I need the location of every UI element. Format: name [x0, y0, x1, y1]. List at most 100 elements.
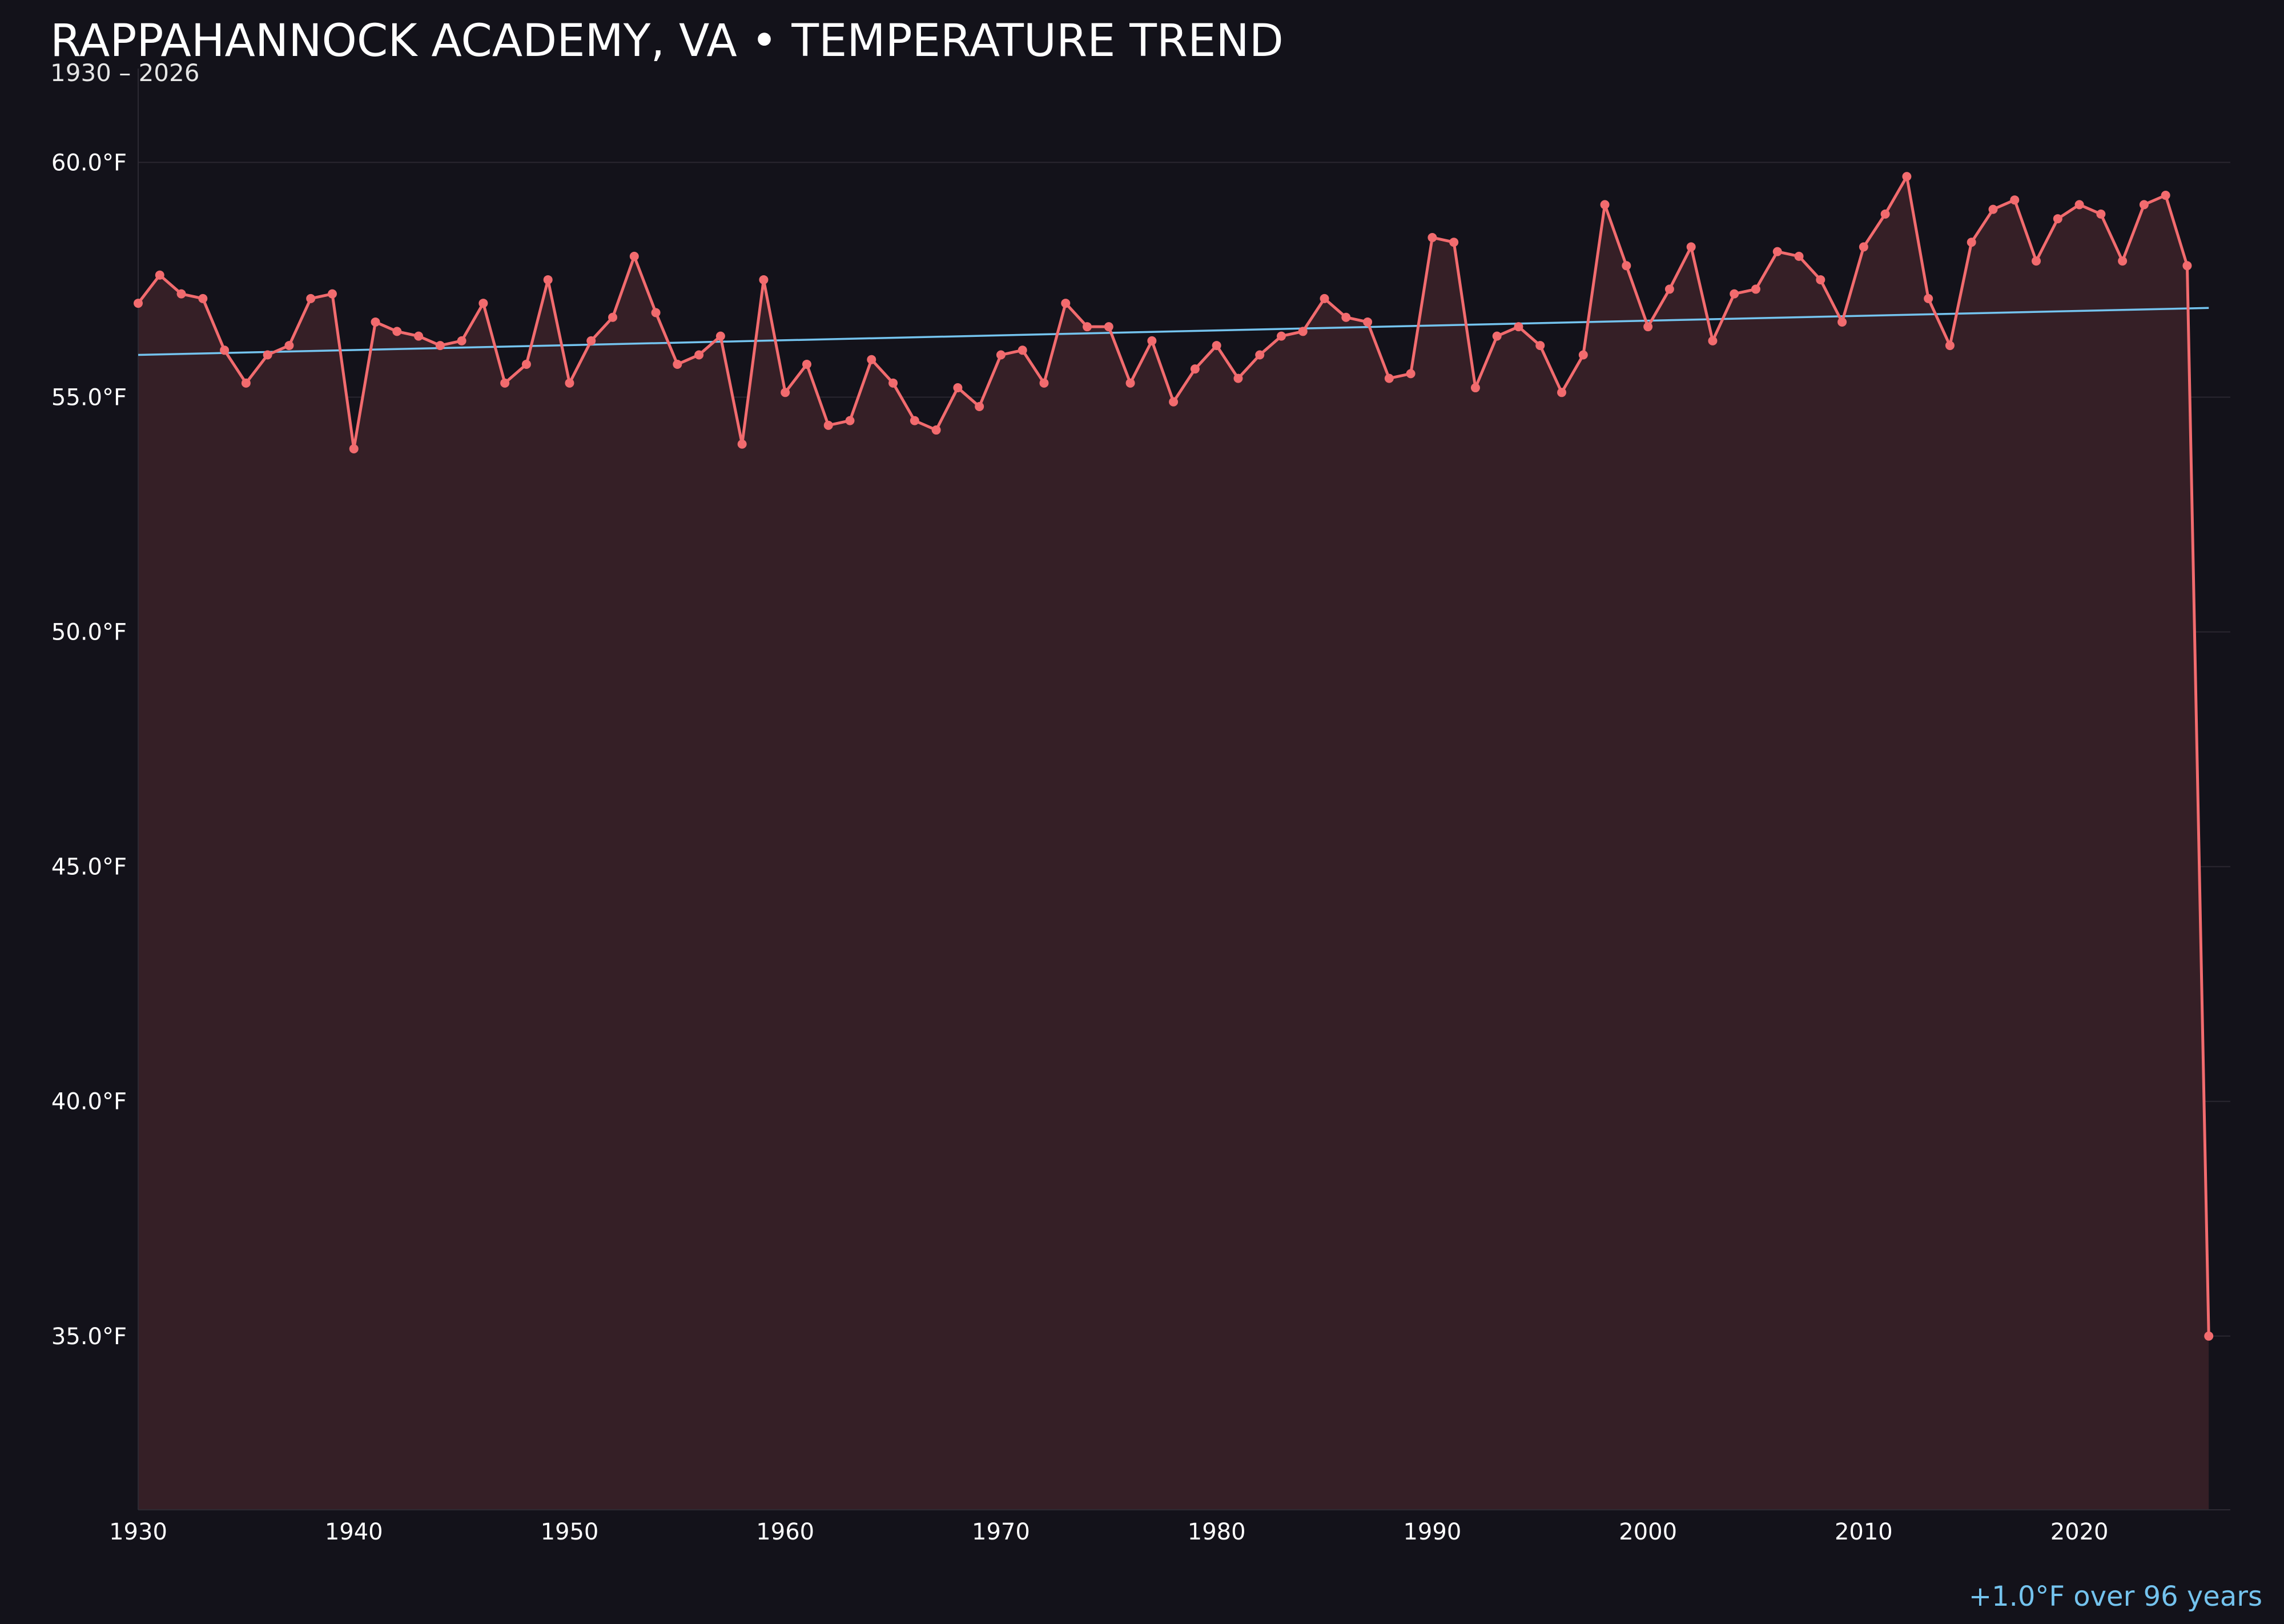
data-point-1931	[155, 270, 164, 280]
data-point-1973	[1061, 299, 1071, 308]
x-tick-label-2000: 2000	[1619, 1519, 1677, 1545]
data-point-1969	[975, 401, 984, 411]
data-point-2008	[1816, 275, 1825, 284]
data-point-1967	[931, 425, 941, 435]
data-point-2006	[1772, 247, 1782, 256]
data-point-2014	[1945, 341, 1955, 351]
data-point-2017	[2010, 195, 2020, 205]
x-tick-label-1960: 1960	[756, 1519, 814, 1545]
y-tick-label-40: 40.0°F	[51, 1089, 127, 1115]
data-point-1963	[845, 416, 855, 425]
data-point-2010	[1859, 242, 1868, 252]
data-point-2005	[1751, 284, 1760, 294]
data-point-2015	[1967, 238, 1976, 247]
data-point-1975	[1104, 322, 1113, 332]
data-point-1953	[629, 251, 639, 261]
data-point-2023	[2139, 200, 2149, 210]
y-tick-labels: 35.0°F 40.0°F 45.0°F 50.0°F 55.0°F 60.0°F	[51, 150, 127, 1349]
data-point-1946	[478, 299, 488, 308]
data-point-1959	[759, 275, 769, 284]
data-point-2009	[1837, 317, 1847, 327]
x-tick-label-1940: 1940	[325, 1519, 383, 1545]
data-point-2025	[2182, 261, 2192, 271]
data-point-2000	[1643, 322, 1653, 332]
data-point-1942	[392, 327, 402, 336]
data-point-1991	[1449, 238, 1459, 247]
data-point-1952	[608, 312, 618, 322]
data-point-1964	[867, 355, 876, 364]
data-point-1977	[1147, 336, 1157, 345]
data-point-1997	[1578, 350, 1588, 360]
data-point-2024	[2161, 190, 2170, 200]
x-tick-label-1980: 1980	[1188, 1519, 1246, 1545]
data-point-1933	[198, 294, 208, 303]
data-point-2026	[2204, 1331, 2214, 1341]
data-points	[134, 172, 2214, 1341]
data-point-1940	[349, 444, 359, 453]
data-point-1957	[715, 331, 725, 341]
data-point-2019	[2053, 214, 2062, 224]
data-point-1941	[371, 317, 380, 327]
data-point-1989	[1406, 369, 1416, 379]
y-tick-label-35: 35.0°F	[51, 1324, 127, 1350]
data-point-2012	[1902, 172, 1912, 182]
data-point-1987	[1363, 317, 1373, 327]
data-point-1947	[500, 378, 510, 388]
y-tick-label-55: 55.0°F	[51, 385, 127, 411]
data-point-1986	[1341, 312, 1351, 322]
data-point-1954	[651, 308, 661, 317]
data-point-1944	[435, 341, 445, 351]
data-point-1994	[1514, 322, 1523, 332]
data-point-2001	[1664, 284, 1674, 294]
data-point-1974	[1083, 322, 1092, 332]
data-point-1980	[1212, 341, 1221, 351]
data-point-1961	[802, 359, 811, 369]
data-point-2020	[2074, 200, 2084, 210]
data-point-1990	[1427, 232, 1437, 242]
data-point-1939	[327, 289, 337, 299]
data-point-1984	[1298, 327, 1308, 336]
y-tick-label-60: 60.0°F	[51, 150, 127, 176]
data-point-1962	[823, 420, 833, 430]
data-point-2003	[1708, 336, 1718, 345]
data-point-2007	[1794, 251, 1804, 261]
data-point-1978	[1169, 397, 1179, 407]
data-point-2021	[2096, 209, 2106, 219]
data-point-1985	[1320, 294, 1329, 303]
data-point-2018	[2032, 256, 2041, 266]
data-point-1956	[694, 350, 704, 360]
data-point-1988	[1384, 373, 1394, 383]
chart-subtitle: 1930 – 2026	[50, 59, 199, 87]
data-point-1958	[737, 439, 747, 449]
data-point-1979	[1190, 364, 1200, 374]
data-point-1993	[1492, 331, 1502, 341]
data-point-1943	[414, 331, 424, 341]
temperature-area-fill	[138, 176, 2209, 1510]
data-point-2022	[2118, 256, 2128, 266]
x-tick-labels: 1930 1940 1950 1960 1970 1980 1990 2000 2010 2020	[109, 1519, 2108, 1545]
area-fill-layer	[138, 176, 2209, 1510]
data-point-1971	[1018, 345, 1027, 355]
data-point-1983	[1276, 331, 1286, 341]
data-point-1992	[1470, 383, 1480, 393]
x-tick-label-2020: 2020	[2050, 1519, 2109, 1545]
data-point-1966	[910, 416, 919, 425]
data-point-2004	[1730, 289, 1739, 299]
data-point-1950	[565, 378, 574, 388]
y-tick-label-50: 50.0°F	[51, 620, 127, 646]
data-point-1935	[241, 378, 251, 388]
data-point-1951	[586, 336, 596, 345]
chart-title: RAPPAHANNOCK ACADEMY, VA • TEMPERATURE T…	[50, 15, 1284, 67]
data-point-1965	[888, 378, 898, 388]
data-point-2011	[1880, 209, 1890, 219]
y-tick-label-45: 45.0°F	[51, 854, 127, 881]
data-point-2016	[1988, 204, 1998, 214]
data-point-1982	[1255, 350, 1265, 360]
data-point-1938	[306, 294, 316, 303]
data-point-1945	[457, 336, 467, 345]
data-point-1998	[1600, 200, 1610, 210]
data-point-1968	[953, 383, 963, 393]
trend-annotation: +1.0°F over 96 years	[1969, 1581, 2262, 1613]
axis-lines	[138, 69, 2230, 1510]
